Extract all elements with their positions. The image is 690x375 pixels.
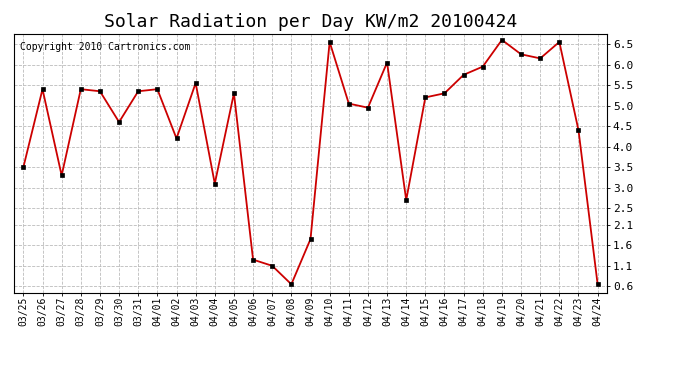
Text: Copyright 2010 Cartronics.com: Copyright 2010 Cartronics.com — [20, 42, 190, 51]
Title: Solar Radiation per Day KW/m2 20100424: Solar Radiation per Day KW/m2 20100424 — [104, 13, 517, 31]
